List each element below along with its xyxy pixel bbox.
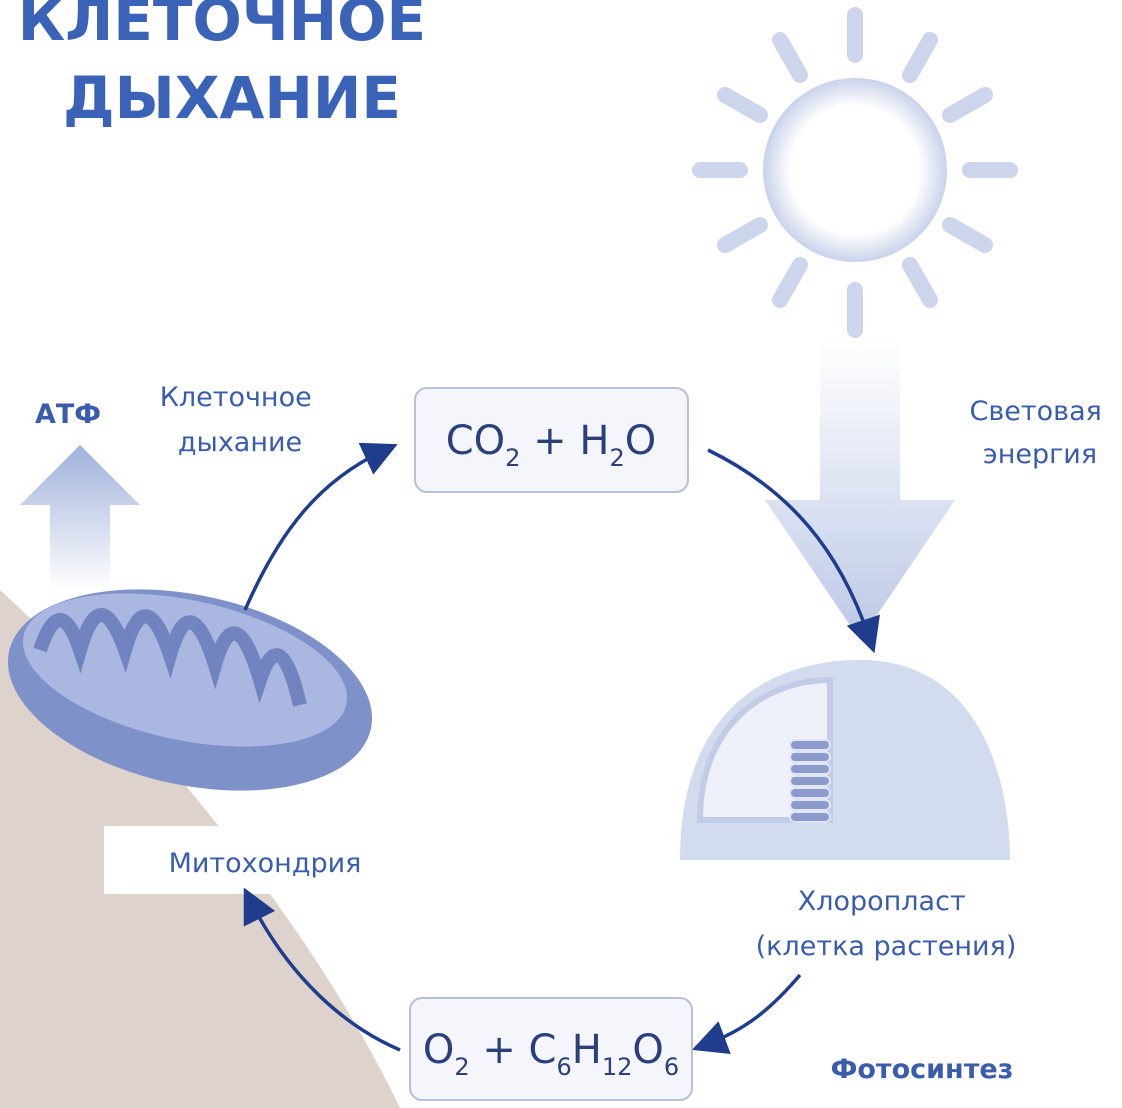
subscript: 2: [505, 444, 520, 472]
subscript: 12: [602, 1053, 633, 1081]
title-line: ДЫХАНИЕ: [63, 64, 401, 132]
label-line: Хлоропласт: [798, 886, 966, 917]
formula-part: O: [423, 1027, 454, 1073]
formula-text: CO2 + H2O: [446, 418, 657, 472]
formula-part: + C: [470, 1027, 557, 1073]
label-line: Световая: [970, 396, 1102, 427]
formula-text: O2 + C6H12O6: [423, 1027, 679, 1081]
formula: O2 + C6H12O6: [423, 1027, 679, 1081]
sun: [692, 7, 1018, 338]
photosynthesis-label: Фотосинтез: [831, 1054, 1014, 1085]
formula-part: H: [572, 1027, 602, 1073]
light-label: Световая энергия: [970, 396, 1111, 470]
label-line: Клеточное: [160, 382, 312, 413]
subscript: 2: [454, 1053, 469, 1081]
cycle-arrows: [243, 442, 880, 1055]
formula-box: [409, 997, 693, 1101]
subscript: 2: [609, 444, 624, 472]
title: КЛЕТОЧНОЕ ДЫХАНИЕ: [18, 0, 447, 132]
mitochondrion-shape: [7, 589, 373, 791]
chloroplast-label: Хлоропласт (клетка растения): [756, 886, 1017, 962]
formula: CO2 + H2O: [446, 418, 657, 472]
label-line: дыхание: [178, 427, 302, 458]
formula-box: [414, 387, 689, 493]
subscript: 6: [556, 1053, 571, 1081]
title-line: КЛЕТОЧНОЕ: [18, 0, 426, 54]
formula-part: O: [632, 1027, 663, 1073]
light-arrow: [765, 340, 955, 640]
label-line: (клетка растения): [756, 931, 1017, 962]
atp-label: АТФ: [35, 399, 101, 430]
chloroplast-shape: [680, 660, 1010, 860]
label-background: [104, 826, 394, 894]
subscript: 6: [664, 1053, 679, 1081]
respiration-label: Клеточное дыхание: [160, 382, 321, 458]
formula-part: + H: [520, 418, 609, 464]
formula-part: CO: [446, 418, 505, 464]
atp-arrow: [20, 445, 140, 590]
mitochondrion-label: Митохондрия: [169, 848, 362, 879]
label-line: энергия: [983, 439, 1097, 470]
formula-part: O: [625, 418, 656, 464]
